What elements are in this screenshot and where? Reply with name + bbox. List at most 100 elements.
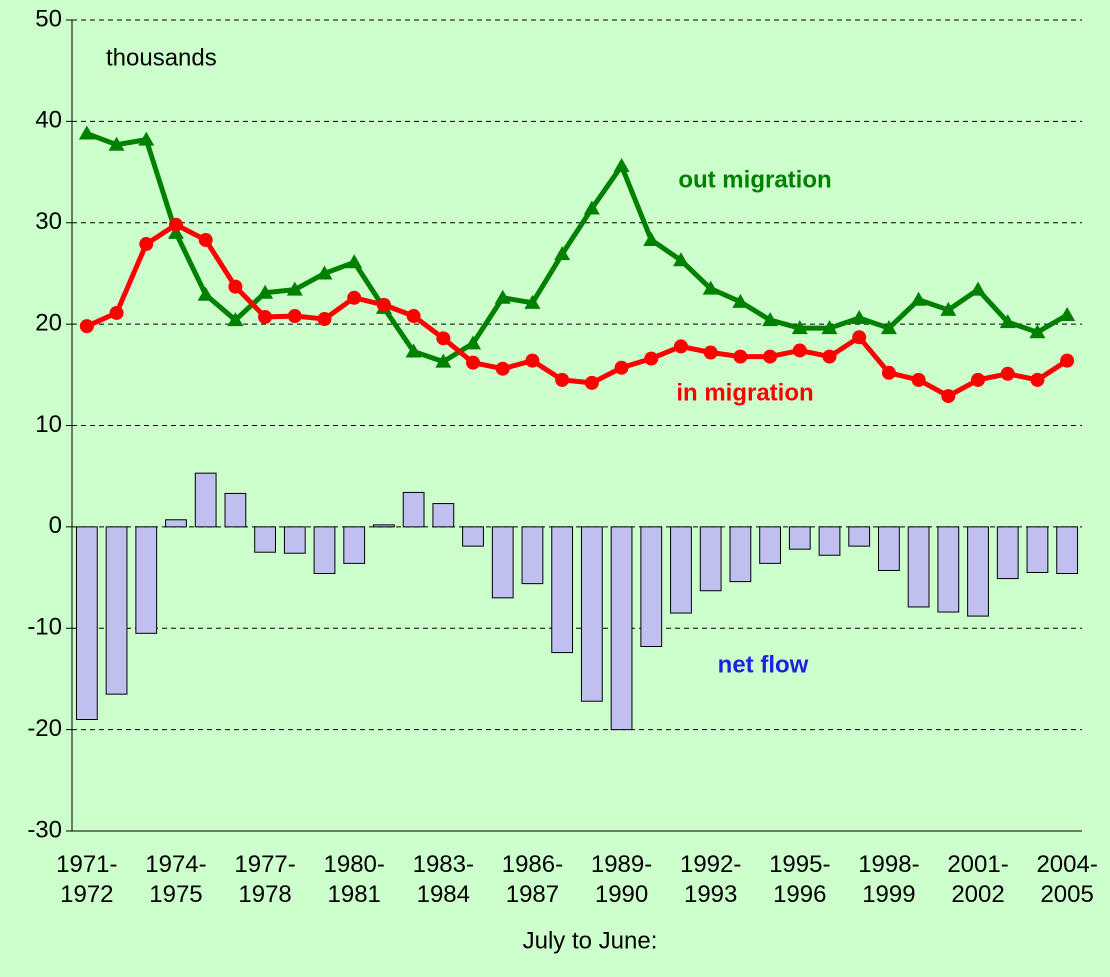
x-tick-label: 1980-1981 (323, 851, 385, 908)
marker (673, 339, 688, 354)
marker (347, 290, 362, 305)
marker (672, 252, 689, 267)
x-tick-label: 1974-1975 (145, 851, 207, 908)
marker (644, 351, 659, 366)
x-tick-label: 1977-1978 (234, 851, 296, 908)
marker (881, 365, 896, 380)
marker (436, 331, 451, 346)
marker (466, 355, 481, 370)
marker (852, 330, 867, 345)
marker (583, 200, 600, 215)
marker (79, 319, 94, 334)
marker (405, 343, 422, 358)
y-tick-label: 10 (35, 411, 62, 438)
marker (554, 246, 571, 261)
marker (495, 361, 510, 376)
y-tick-label: 0 (49, 512, 62, 539)
marker (584, 375, 599, 390)
marker (109, 305, 124, 320)
bar (907, 526, 930, 608)
bar (551, 526, 574, 654)
marker (791, 320, 808, 335)
marker (406, 309, 421, 324)
marker (702, 280, 719, 295)
marker (228, 279, 243, 294)
marker (971, 372, 986, 387)
bar (521, 526, 544, 585)
marker (555, 372, 570, 387)
marker (970, 281, 987, 296)
marker (821, 320, 838, 335)
x-tick-label: 2004-2005 (1036, 851, 1098, 908)
bar (759, 526, 781, 564)
marker (524, 294, 541, 309)
bar (254, 526, 276, 553)
bar (580, 526, 603, 702)
line (85, 131, 1069, 365)
bar (640, 526, 663, 647)
marker (317, 312, 332, 327)
marker (763, 349, 778, 364)
bar (194, 472, 217, 528)
marker (941, 389, 956, 404)
marker (78, 125, 95, 140)
marker (108, 136, 125, 151)
marker (910, 291, 927, 306)
marker (733, 349, 748, 364)
x-tick-label: 1989-1990 (590, 851, 653, 908)
x-tick-label: 1995-1996 (769, 851, 831, 908)
marker (316, 265, 333, 280)
marker (168, 217, 183, 232)
marker (525, 353, 540, 368)
marker (999, 314, 1016, 329)
bar (996, 526, 1019, 580)
bar (165, 519, 187, 528)
marker (167, 224, 184, 239)
y-tick-label: -20 (27, 715, 62, 742)
marker (198, 232, 213, 247)
bar (135, 526, 158, 634)
x-tick-label: 1971-1972 (56, 851, 118, 908)
marker (732, 293, 749, 308)
bar (878, 526, 900, 571)
marker (1059, 307, 1076, 322)
bar (432, 503, 455, 528)
annotation: thousands (106, 44, 217, 71)
marker (227, 312, 244, 327)
x-tick-label: 1998-1999 (858, 851, 920, 908)
marker (494, 289, 511, 304)
y-tick-label: 40 (35, 107, 62, 134)
x-tick-label: 1983-1984 (412, 851, 474, 908)
marker (911, 372, 926, 387)
bar (462, 526, 484, 547)
marker (139, 237, 154, 252)
marker (613, 157, 630, 172)
x-tick-label: 1986-1987 (501, 851, 564, 908)
marker (762, 312, 779, 327)
marker (851, 310, 868, 325)
bar (699, 526, 722, 592)
bar (491, 526, 514, 599)
marker (643, 231, 660, 246)
bar (729, 526, 752, 583)
bar (283, 526, 306, 554)
marker (287, 309, 302, 324)
bar (224, 492, 247, 528)
marker (940, 301, 957, 316)
marker (138, 131, 155, 146)
marker (703, 345, 718, 360)
bar (848, 526, 871, 547)
y-tick-label: 30 (35, 208, 62, 235)
marker (822, 349, 837, 364)
marker (197, 286, 214, 301)
y-tick-label: 50 (35, 5, 62, 32)
x-axis-label: July to June: (523, 927, 658, 954)
bar (343, 526, 366, 564)
series-label: in migration (676, 379, 813, 406)
marker (346, 254, 363, 269)
bar (670, 526, 692, 614)
series-label: net flow (718, 651, 809, 678)
bar (75, 526, 98, 720)
